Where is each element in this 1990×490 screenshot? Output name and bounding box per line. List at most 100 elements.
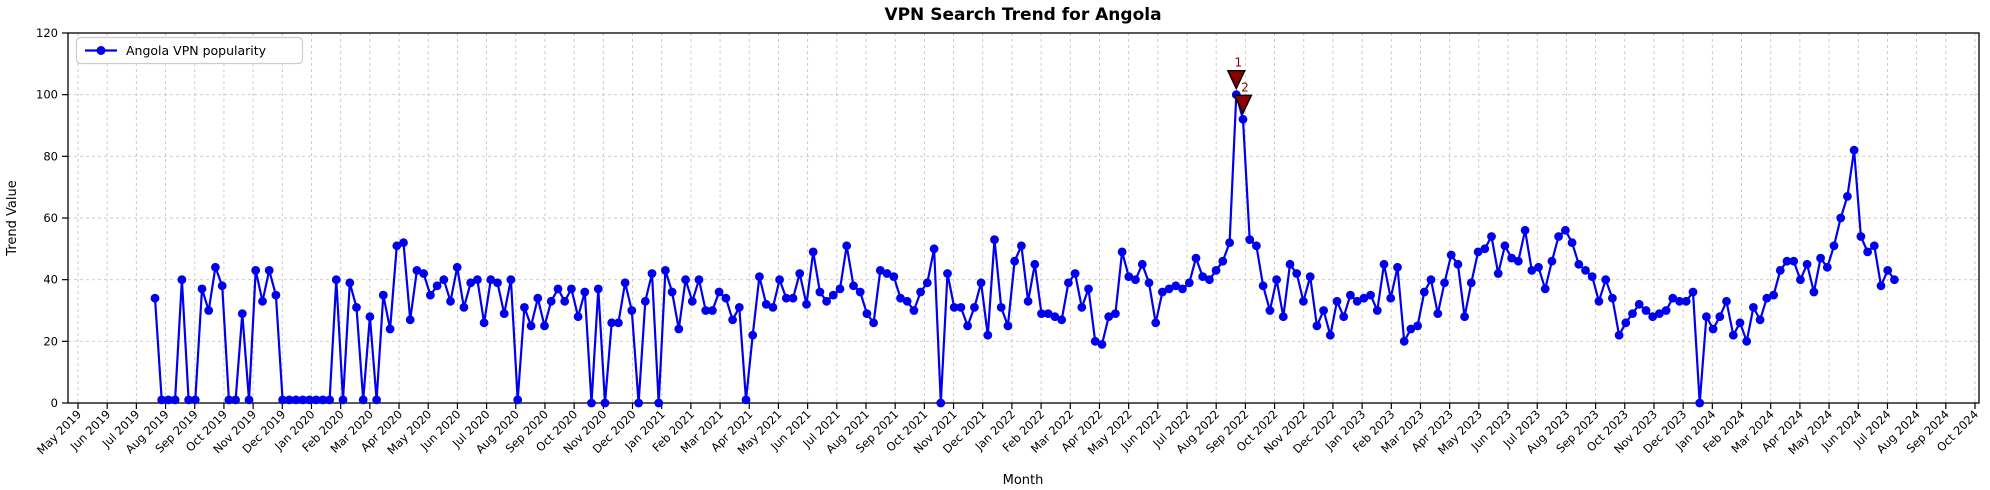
data-point xyxy=(432,281,442,291)
data-point xyxy=(943,269,952,278)
data-point xyxy=(1473,247,1483,257)
data-point xyxy=(849,281,858,291)
data-point xyxy=(996,303,1006,312)
data-point xyxy=(224,395,234,405)
data-point xyxy=(1366,290,1375,300)
data-point xyxy=(1460,312,1469,322)
data-point xyxy=(687,296,697,306)
data-point xyxy=(264,266,274,275)
data-point xyxy=(1527,266,1537,275)
data-point xyxy=(1681,296,1691,306)
data-point xyxy=(1641,306,1651,315)
data-point xyxy=(808,247,818,257)
data-point xyxy=(1090,336,1100,346)
data-point xyxy=(446,296,455,306)
data-point xyxy=(1144,278,1154,288)
data-point xyxy=(795,269,805,278)
data-point xyxy=(1628,309,1637,318)
data-point xyxy=(1225,238,1234,248)
data-point xyxy=(1178,284,1187,294)
legend-label: Angola VPN popularity xyxy=(126,43,267,58)
data-point xyxy=(365,312,375,322)
data-point xyxy=(1023,296,1033,306)
data-point xyxy=(426,290,435,300)
data-point xyxy=(1849,145,1859,155)
data-point xyxy=(452,262,462,272)
data-point xyxy=(244,395,254,405)
data-point xyxy=(1769,290,1778,300)
data-point xyxy=(479,318,489,328)
y-tick-label: 100 xyxy=(36,88,58,102)
annotation-marker-1-icon xyxy=(1226,70,1246,91)
data-point xyxy=(1111,309,1120,318)
data-point xyxy=(1735,318,1745,328)
data-point xyxy=(358,395,368,405)
data-point xyxy=(1332,296,1342,306)
data-point xyxy=(815,287,825,297)
data-point xyxy=(916,287,925,297)
data-point xyxy=(1561,225,1570,235)
data-point xyxy=(291,395,301,405)
data-point xyxy=(1648,312,1658,322)
data-point xyxy=(1205,275,1214,285)
data-point xyxy=(1070,269,1080,278)
data-point xyxy=(1419,287,1429,297)
annotation-label-1: 1 xyxy=(1234,56,1242,70)
data-point xyxy=(1594,296,1604,306)
data-point xyxy=(190,395,200,405)
data-point xyxy=(822,296,831,306)
data-point xyxy=(1708,324,1718,334)
data-point xyxy=(728,315,737,325)
data-point xyxy=(721,293,731,303)
legend-circle-marker-icon xyxy=(96,46,106,55)
data-point xyxy=(1084,284,1093,294)
y-tick-label: 60 xyxy=(43,211,58,225)
data-point xyxy=(1372,306,1382,315)
data-point xyxy=(1507,253,1516,263)
data-point xyxy=(647,269,657,278)
data-point xyxy=(204,306,214,315)
data-point xyxy=(473,275,482,285)
data-point xyxy=(1453,259,1463,269)
data-point xyxy=(493,278,502,288)
data-point xyxy=(1124,272,1134,281)
data-point xyxy=(1426,275,1436,285)
grid-lines xyxy=(68,32,1979,404)
data-point xyxy=(197,284,207,294)
data-point xyxy=(1292,269,1302,278)
data-point xyxy=(1064,278,1073,288)
data-point xyxy=(439,275,449,285)
data-point xyxy=(600,398,610,408)
data-point xyxy=(1218,256,1228,266)
data-point xyxy=(157,395,167,405)
data-point xyxy=(1634,299,1644,309)
data-point xyxy=(1863,247,1872,257)
data-point xyxy=(399,238,408,248)
y-tick-label: 20 xyxy=(43,334,58,348)
data-point xyxy=(661,266,670,275)
data-point xyxy=(1393,262,1402,272)
data-point xyxy=(1017,241,1026,251)
data-point xyxy=(970,303,979,312)
data-point xyxy=(325,395,334,405)
data-point xyxy=(775,275,784,285)
data-point xyxy=(385,324,395,334)
data-point xyxy=(761,299,771,309)
data-point xyxy=(1359,293,1369,303)
data-point xyxy=(1775,266,1785,275)
data-point xyxy=(1258,281,1268,291)
y-tick-label: 0 xyxy=(51,396,58,410)
data-point xyxy=(1158,287,1167,297)
data-point xyxy=(963,321,972,331)
data-point xyxy=(1305,272,1315,281)
x-axis-label: Month xyxy=(1003,473,1044,488)
data-point xyxy=(580,287,590,297)
data-point xyxy=(345,278,355,288)
data-point xyxy=(1829,241,1839,251)
data-point xyxy=(1097,340,1107,349)
data-point xyxy=(1487,232,1496,241)
data-point xyxy=(875,266,885,275)
data-point xyxy=(1655,309,1664,318)
data-point xyxy=(284,395,294,405)
